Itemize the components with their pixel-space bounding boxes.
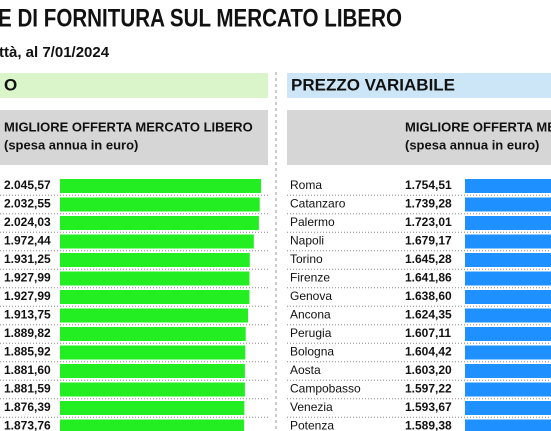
city-label: Catanzaro	[290, 197, 346, 211]
value-label: 2.045,57	[4, 178, 51, 192]
city-label: Roma	[290, 178, 322, 192]
bar	[465, 419, 551, 431]
bar	[60, 382, 245, 397]
value-label: 1.927,99	[4, 271, 51, 285]
city-label: Napoli	[290, 234, 324, 248]
column-unit: (spesa annua in euro)	[4, 137, 138, 152]
value-label: 2.032,55	[4, 197, 51, 211]
value-label: 1.972,44	[4, 234, 51, 248]
value-label: 1.876,39	[4, 400, 51, 414]
value-label: 1.881,59	[4, 382, 51, 396]
city-label: Venezia	[290, 400, 333, 414]
column-header: MIGLIORE OFFERTA MERCATO LIBERO	[405, 119, 551, 134]
bar	[465, 271, 551, 286]
bar	[60, 234, 254, 249]
value-label: 2.024,03	[4, 215, 51, 229]
bar	[465, 308, 551, 323]
value-label: 1.603,20	[405, 363, 452, 377]
city-label: Firenze	[290, 271, 330, 285]
value-label: 1.885,92	[4, 345, 51, 359]
bar	[465, 401, 551, 415]
bar	[465, 382, 551, 397]
subtitle: ttà, al 7/01/2024	[0, 44, 110, 61]
bar	[60, 364, 245, 378]
column-header-bg	[0, 110, 268, 165]
bar	[60, 419, 245, 431]
city-label: Perugia	[290, 326, 332, 340]
value-label: 1.597,22	[405, 382, 452, 396]
bar	[465, 364, 551, 378]
value-label: 1.739,28	[405, 197, 452, 211]
city-label: Potenza	[290, 419, 334, 431]
value-label: 1.881,60	[4, 363, 51, 377]
value-label: 1.927,99	[4, 289, 51, 303]
bar	[60, 271, 250, 286]
panel-header-bg	[0, 73, 268, 98]
value-label: 1.589,38	[405, 419, 452, 431]
bar	[60, 308, 249, 323]
bar	[60, 345, 246, 360]
value-label: 1.889,82	[4, 326, 51, 340]
bar	[60, 179, 261, 193]
bar	[465, 290, 551, 304]
city-label: Ancona	[290, 308, 331, 322]
value-label: 1.873,76	[4, 419, 51, 431]
panel-title: O	[4, 75, 17, 94]
value-label: 1.641,86	[405, 271, 452, 285]
city-label: Palermo	[290, 215, 335, 229]
bar	[465, 216, 551, 230]
value-label: 1.723,01	[405, 215, 452, 229]
city-label: Genova	[290, 289, 332, 303]
value-label: 1.931,25	[4, 252, 51, 266]
panel-title: PREZZO VARIABILE	[291, 75, 455, 94]
city-label: Campobasso	[290, 382, 361, 396]
title: E DI FORNITURA SUL MERCATO LIBERO	[0, 5, 402, 33]
value-label: 1.645,28	[405, 252, 452, 266]
bar	[465, 345, 551, 360]
bar	[60, 216, 259, 230]
value-label: 1.607,11	[405, 326, 451, 340]
value-label: 1.679,17	[405, 234, 452, 248]
city-label: Aosta	[290, 363, 321, 377]
bar	[465, 327, 551, 341]
city-label: Torino	[290, 252, 323, 266]
bar	[465, 234, 551, 249]
bar	[60, 290, 250, 304]
column-header: MIGLIORE OFFERTA MERCATO LIBERO	[4, 119, 253, 134]
bar	[60, 401, 245, 415]
value-label: 1.593,67	[405, 400, 452, 414]
bar	[60, 327, 246, 341]
city-label: Bologna	[290, 345, 334, 359]
value-label: 1.638,60	[405, 289, 452, 303]
bar	[465, 197, 551, 212]
bar	[465, 179, 551, 193]
value-label: 1.624,35	[405, 308, 452, 322]
value-label: 1.604,42	[405, 345, 452, 359]
column-unit: (spesa annua in euro)	[405, 137, 539, 152]
value-label: 1.913,75	[4, 308, 51, 322]
panel-header-bg	[287, 73, 551, 98]
value-label: 1.754,51	[405, 178, 452, 192]
bar	[60, 253, 250, 267]
bar	[465, 253, 551, 267]
column-header-bg	[287, 110, 551, 165]
bar	[60, 197, 260, 212]
